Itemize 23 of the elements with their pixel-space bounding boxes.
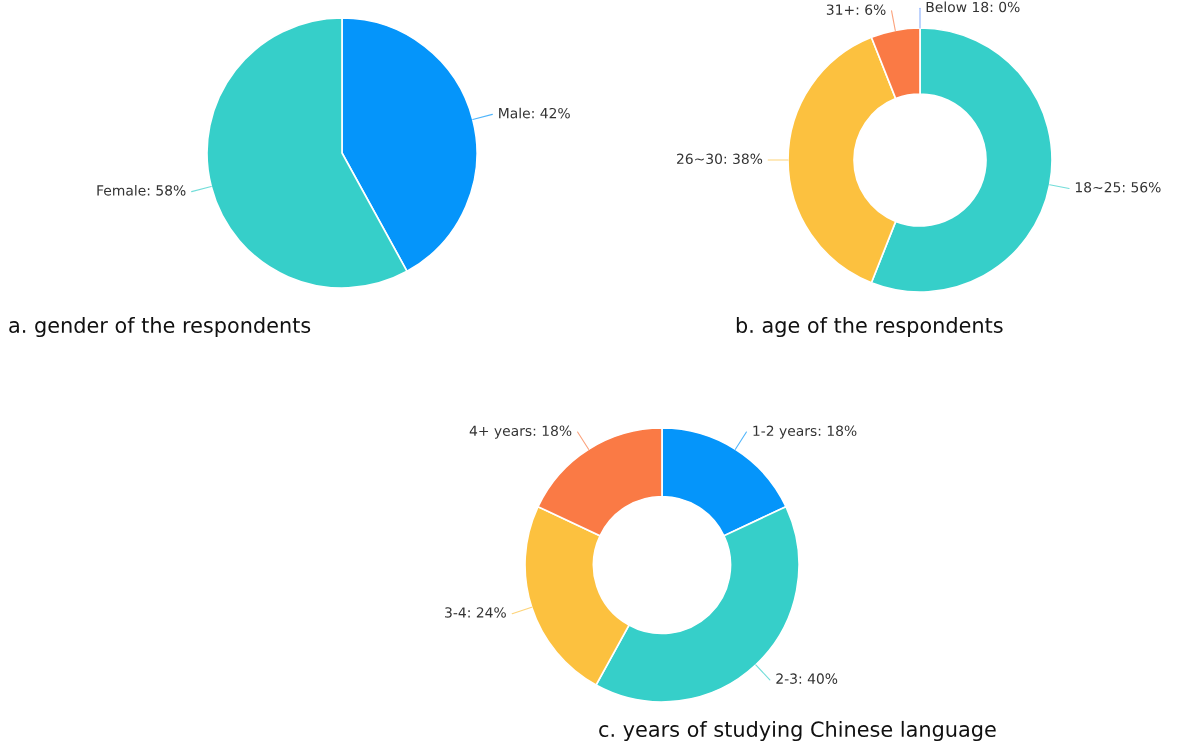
data-label: : 18% (533, 425, 572, 437)
text: : 0% (990, 1, 1020, 13)
slice-label: 3-4 (445, 607, 466, 618)
slice-label: 4+ years (469, 425, 532, 439)
text: b. age of the respondents (736, 316, 1003, 338)
data-label: : 58% (147, 185, 186, 196)
slice-label: Male (499, 107, 530, 119)
slice-label: 1-2 years (753, 425, 817, 439)
text: a. gender of the respondents (9, 316, 311, 338)
slice-label: 26~30 (676, 153, 723, 165)
slice-label: Female (97, 184, 146, 196)
slice-label: 31+ (826, 4, 854, 15)
data-label: : 42% (532, 107, 570, 119)
data-label: : 38% (724, 153, 763, 165)
data-label: : 24% (468, 607, 506, 618)
slice-label: 18~25 (1075, 181, 1121, 193)
data-label: : 40% (799, 673, 838, 684)
category-label: Below 18 (926, 1, 989, 13)
data-label: : 18% (818, 425, 857, 437)
text: c. years of studying Chinese language (599, 720, 996, 742)
data-label: : 6% (856, 4, 886, 15)
slice-label: 2-3 (776, 673, 797, 684)
data-label: : 56% (1123, 181, 1161, 193)
